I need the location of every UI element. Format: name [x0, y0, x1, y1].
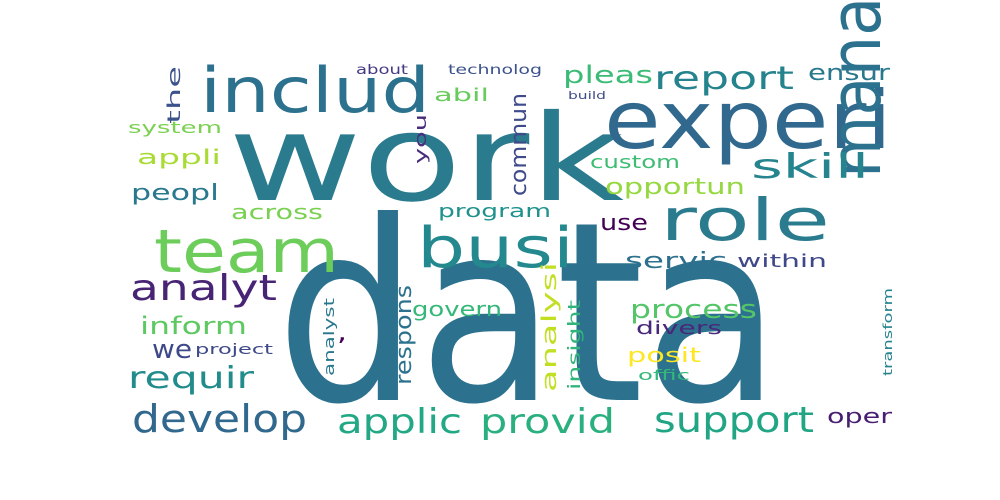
word-data: data — [276, 168, 781, 459]
word-commun: commun — [507, 93, 532, 196]
word-use: use — [600, 211, 648, 236]
word-respons: respons — [392, 285, 417, 385]
word-project: project — [195, 342, 274, 358]
word-includ: includ — [200, 54, 430, 127]
word-you: you — [411, 114, 430, 164]
word-opportun: opportun — [605, 175, 745, 200]
word-manag: manag — [815, 0, 897, 178]
word-divers: divers — [636, 318, 722, 339]
word-build: build — [568, 89, 606, 102]
word-oper: oper — [827, 404, 893, 428]
word-abil: abil — [434, 85, 489, 106]
word-govern: govern — [412, 297, 502, 321]
word-comma: , — [337, 318, 347, 346]
word-analyst: analyst — [322, 297, 338, 376]
word-support: support — [654, 400, 814, 441]
word-across: across — [231, 200, 323, 224]
word-inform: inform — [140, 312, 247, 340]
word-offic: offic — [638, 368, 690, 384]
word-applic: applic — [337, 402, 462, 442]
word-peopl: peopl — [131, 181, 219, 206]
word-process: process — [630, 295, 757, 325]
word-analysi: analysi — [537, 262, 561, 392]
word-technolog: technolog — [448, 63, 542, 78]
word-servic: servic — [625, 249, 727, 274]
word-posit: posit — [627, 343, 701, 367]
word-about: about — [356, 63, 408, 78]
word-analyt: analyt — [130, 268, 277, 309]
word-provid: provid — [480, 402, 615, 442]
word-system: system — [128, 118, 222, 137]
word-report: report — [654, 59, 794, 97]
word-insight: insight — [565, 299, 585, 390]
word-role: role — [660, 186, 830, 254]
word-custom: custom — [590, 152, 680, 173]
word-experi: experi — [604, 74, 892, 167]
word-pleas: pleas — [563, 61, 653, 89]
word-work: work — [228, 90, 625, 229]
word-transform: transform — [881, 288, 895, 376]
word-skill: skill — [751, 147, 869, 187]
word-within: within — [737, 251, 827, 272]
word-team: team — [154, 217, 339, 287]
word-program: program — [438, 201, 551, 222]
word-develop: develop — [132, 397, 307, 441]
word-we: we — [152, 335, 192, 365]
word-the: the — [164, 66, 185, 124]
word-requir: requir — [128, 361, 255, 396]
word-busi: busi — [417, 216, 574, 281]
word-appli: appli — [137, 145, 221, 169]
word-ensur: ensur — [808, 61, 891, 86]
